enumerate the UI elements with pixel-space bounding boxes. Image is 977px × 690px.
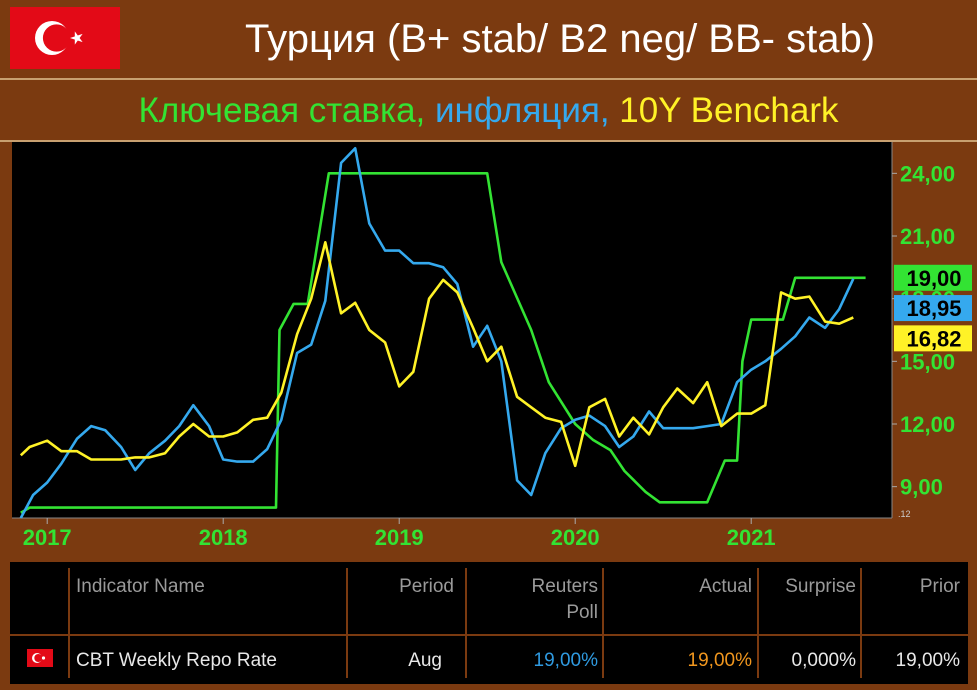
last-value-label: 16,82 [906,326,961,351]
indicator-name: CBT Weekly Repo Rate [76,650,277,671]
prior-value: 19,00% [895,650,960,671]
period-value: Aug [408,650,442,671]
col-reuters[interactable]: Reuters [531,576,598,597]
surprise-value: 0,000% [791,650,856,671]
col-actual[interactable]: Actual [699,576,752,597]
chart-area: 24,0021,0018,0015,0012,009,0020172018201… [0,142,977,552]
y-tick-label: 9,00 [900,475,943,500]
last-value-label: 18,95 [906,296,961,321]
col-poll[interactable]: Poll [566,602,598,623]
subtitle-bond: 10Y Benchark [619,91,839,130]
page-title: Турция (B+ stab/ B2 neg/ BB- stab) [244,17,876,61]
plot-background [12,142,892,518]
x-tick-label: 2018 [199,525,248,550]
subtitle-inflation: инфляция, [435,91,620,130]
chart-subtitle: Ключевая ставка, инфляция, 10Y Benchark [0,82,977,140]
header: Турция (B+ stab/ B2 neg/ BB- stab) [0,0,977,78]
col-surprise[interactable]: Surprise [785,576,856,597]
actual-value: 19,00% [687,650,752,671]
turkey-flag-icon [10,7,120,69]
divider [0,78,977,80]
last-value-box [894,295,972,322]
col-indicator-name[interactable]: Indicator Name [76,576,205,597]
x-tick-label: 2021 [727,525,776,550]
last-value-label: 19,00 [906,266,961,291]
corner-label: .12 [898,509,911,519]
y-tick-label: 24,00 [900,161,955,186]
x-tick-label: 2017 [23,525,72,550]
divider [0,140,977,142]
poll-value: 19,00% [533,650,598,671]
series-line-inflation [19,147,855,519]
series-line-bond-10y [19,241,854,468]
line-chart: 24,0021,0018,0015,0012,009,0020172018201… [12,142,972,550]
last-value-box [894,264,972,291]
col-period[interactable]: Period [399,576,454,597]
y-tick-label: 12,00 [900,412,955,437]
last-value-box [894,325,972,352]
y-tick-label: 21,00 [900,224,955,249]
turkey-flag-icon [27,649,53,667]
series-line-policy-rate [20,172,866,514]
y-tick-label: 15,00 [900,349,955,374]
x-tick-label: 2019 [375,525,424,550]
indicator-table: Indicator Name Period Reuters Poll Actua… [10,562,968,684]
x-tick-label: 2020 [551,525,600,550]
col-prior[interactable]: Prior [919,576,960,597]
subtitle-rate: Ключевая ставка, [138,91,435,130]
